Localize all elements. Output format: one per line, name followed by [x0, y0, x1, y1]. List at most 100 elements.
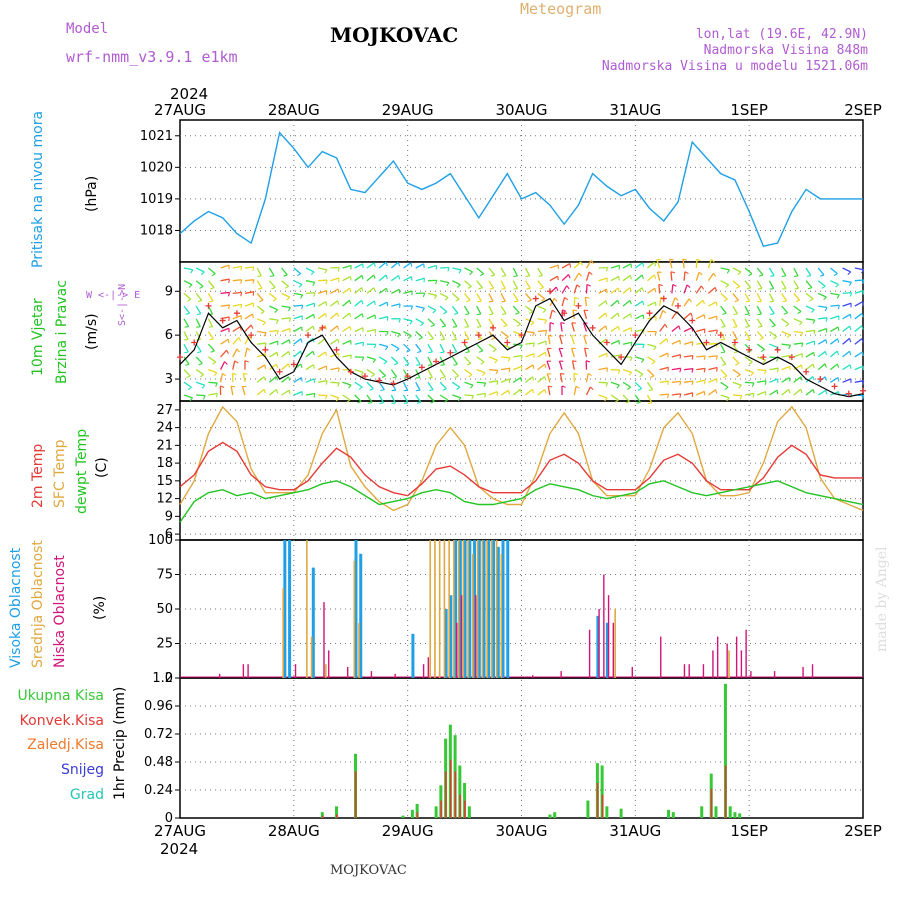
wind-barb-flag — [548, 334, 553, 337]
date-label-top: 27AUG — [154, 101, 206, 119]
wind-barb — [451, 331, 457, 340]
wind-barb-flag — [568, 274, 571, 279]
wind-barb-flag — [605, 312, 608, 317]
wind-barb — [366, 381, 374, 390]
wind-barb — [378, 394, 385, 404]
wind-barb-flag — [301, 326, 303, 332]
wind-barb — [549, 286, 557, 294]
wind-barb-flag — [447, 267, 450, 272]
wind-barb — [366, 300, 375, 307]
wind-barb-flag — [312, 282, 316, 287]
wind-barb — [354, 299, 363, 307]
wind-barb — [805, 318, 816, 321]
wind-barb — [318, 279, 328, 282]
wind-barb-flag — [287, 363, 291, 368]
wind-barb — [452, 267, 462, 271]
wind-barb-flag — [272, 298, 277, 302]
y-tick-label: 1.2 — [152, 671, 173, 686]
wind-barb — [525, 330, 535, 334]
low-cloud-ylabel: Niska Oblacnost — [52, 555, 68, 668]
wind-barb — [230, 386, 234, 396]
wind-barb — [793, 280, 800, 289]
wind-gust-marker — [546, 288, 553, 295]
wind-barb — [647, 287, 656, 294]
low-cloud-bar — [394, 673, 396, 678]
wind-barb-flag — [284, 285, 289, 289]
wind-barb — [427, 305, 437, 311]
convective-precip-bar — [445, 771, 447, 818]
wind-barb — [634, 314, 644, 320]
wind-barb-flag — [393, 362, 399, 366]
wind-barb-flag — [532, 364, 535, 369]
wind-barb — [183, 331, 189, 340]
wind-barb-flag — [361, 275, 364, 280]
wind-barb-flag — [283, 274, 288, 277]
wind-gust-marker — [376, 377, 383, 384]
total-precip-bar — [619, 808, 623, 818]
wind-barb — [513, 365, 522, 371]
wind-barb — [269, 329, 279, 333]
wind-barb — [610, 299, 619, 307]
high-cloud-bar — [501, 540, 505, 678]
wind-ylabel: 10m Vjetar — [30, 298, 46, 376]
chart-title: MOJKOVAC — [330, 23, 458, 47]
wind-barb-flag — [209, 338, 214, 341]
wind-barb — [768, 305, 775, 315]
wind-barb — [330, 277, 340, 282]
wind-barb-flag — [688, 298, 692, 303]
wind-barb — [683, 284, 688, 294]
wind-barb — [488, 331, 496, 339]
low-cloud-bar — [422, 664, 425, 678]
mid-cloud-bar — [481, 540, 484, 678]
wind-barb-flag — [324, 325, 327, 330]
wind-barb-flag — [734, 299, 739, 303]
wind-barb-flag — [324, 269, 328, 274]
wind-barb-flag — [561, 385, 566, 388]
high-cloud-bar — [444, 609, 448, 678]
wind-barb — [476, 280, 483, 289]
wind-barb-flag — [444, 399, 449, 403]
wind-barb-flag — [764, 380, 767, 385]
wind-barb — [622, 299, 631, 307]
wind-barb — [805, 388, 814, 396]
wind-barb — [354, 394, 362, 402]
wind-barb-flag — [202, 395, 206, 400]
wind-barb — [452, 280, 461, 286]
wind-barb-flag — [763, 370, 767, 375]
wind-barb — [391, 330, 401, 335]
wind-barb — [669, 259, 673, 269]
wind-barb-flag — [821, 285, 826, 289]
date-label-bottom: 1SEP — [730, 822, 768, 840]
wind-barb — [695, 271, 700, 281]
wind-barb — [183, 267, 193, 271]
date-label-top: 29AUG — [382, 101, 434, 119]
wind-barb-flag — [275, 389, 279, 394]
wind-barb — [183, 356, 190, 365]
wind-barb-flag — [797, 311, 802, 315]
y-tick-label: 6 — [165, 527, 173, 542]
wind-barb — [656, 259, 661, 269]
wind-barb — [805, 305, 815, 311]
wind-barb-flag — [440, 338, 445, 341]
wind-barb-flag — [228, 316, 230, 322]
wind-barb-flag — [200, 374, 204, 378]
wind-barb-flag — [373, 300, 376, 306]
wind-barb — [547, 335, 551, 345]
wind-barb-flag — [503, 325, 508, 328]
wind-barb — [195, 331, 202, 340]
wind-barb — [610, 287, 619, 294]
wind-barb-flag — [580, 261, 583, 266]
wind-barb-flag — [271, 287, 276, 290]
wind-barb-flag — [501, 275, 506, 277]
wind-barb-flag — [185, 363, 190, 366]
wind-barb — [232, 279, 242, 282]
wind-barb — [720, 292, 728, 300]
wind-gust-marker — [589, 324, 596, 331]
wind-barb-flag — [800, 364, 803, 369]
wind-barb-flag — [557, 276, 559, 281]
low-cloud-bar — [802, 666, 804, 678]
convective-precip-bar — [596, 783, 599, 818]
model-elevation-label: Nadmorska Visina u modelu 1521.06m — [602, 59, 868, 74]
wind-barb — [488, 390, 498, 396]
wind-barb-flag — [641, 274, 644, 279]
